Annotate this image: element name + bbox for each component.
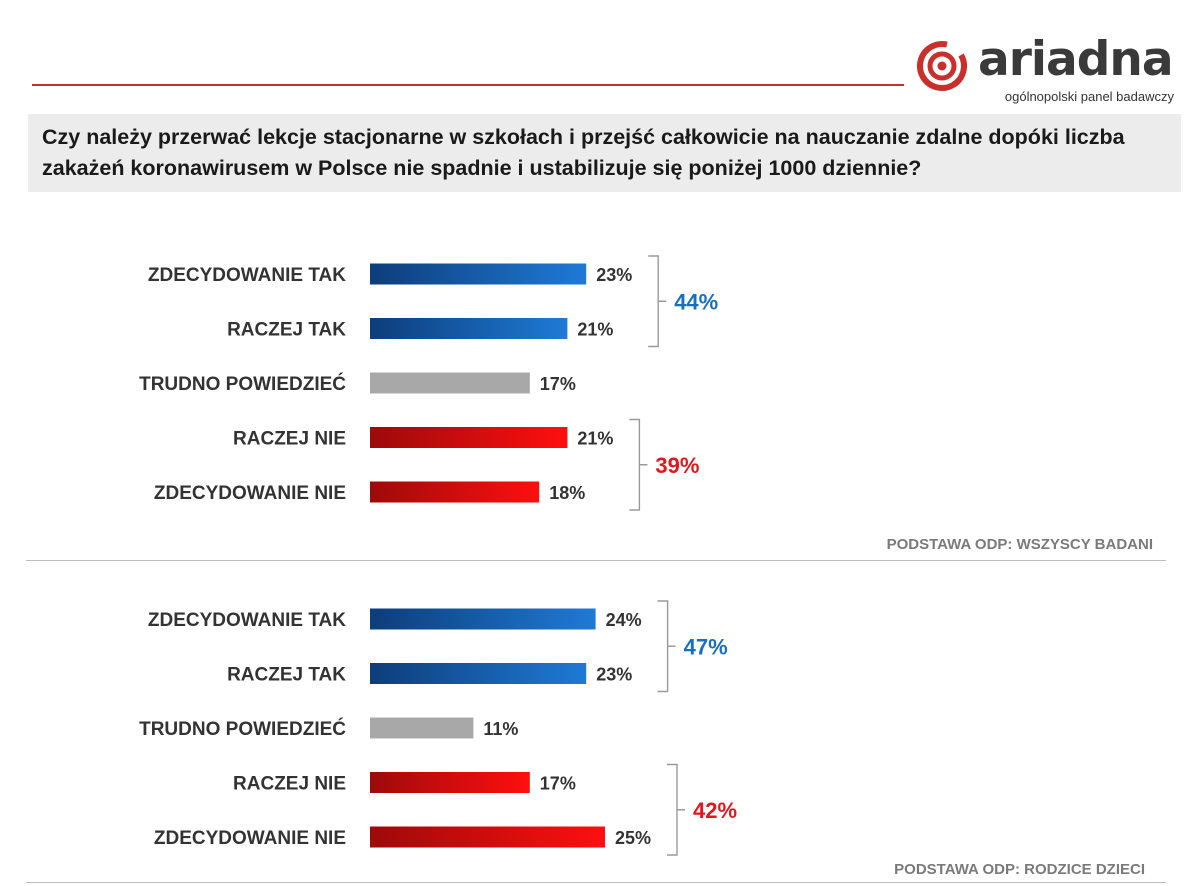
chart-base-note: PODSTAWA ODP: RODZICE DZIECI bbox=[894, 861, 1145, 878]
bar bbox=[370, 372, 530, 394]
category-label: RACZEJ TAK bbox=[227, 665, 346, 686]
data-label: 21% bbox=[577, 429, 613, 449]
data-label: 21% bbox=[577, 320, 613, 340]
bar bbox=[370, 263, 587, 285]
ariadna-logo-icon bbox=[917, 41, 967, 91]
chart-all-respondents: ZDECYDOWANIE TAK 23% RACZEJ TAK 21% TRUDNO P… bbox=[0, 244, 1190, 524]
data-label: 17% bbox=[540, 374, 576, 394]
bar bbox=[370, 663, 587, 684]
survey-question: Czy należy przerwać lekcje stacjonarne w… bbox=[42, 125, 1125, 180]
group-total-label: 42% bbox=[693, 798, 737, 823]
chart-all-respondents-svg: ZDECYDOWANIE TAK 23% RACZEJ TAK 21% TRUDNO P… bbox=[139, 255, 718, 511]
question-box: Czy należy przerwać lekcje stacjonarne w… bbox=[28, 114, 1181, 192]
data-label: 18% bbox=[549, 483, 585, 503]
chart-base-note: PODSTAWA ODP: WSZYSCY BADANI bbox=[886, 536, 1153, 553]
category-label: TRUDNO POWIEDZIEĆ bbox=[139, 373, 346, 395]
category-label: ZDECYDOWANIE NIE bbox=[154, 828, 346, 849]
chart-parents: ZDECYDOWANIE TAK 24% RACZEJ TAK 23% TRUDNO P… bbox=[0, 589, 1190, 869]
category-label: TRUDNO POWIEDZIEĆ bbox=[139, 718, 346, 740]
group-bracket bbox=[667, 763, 685, 856]
category-label: RACZEJ NIE bbox=[233, 429, 346, 450]
group-bracket bbox=[629, 418, 648, 511]
bar bbox=[370, 772, 530, 793]
bar bbox=[370, 318, 568, 339]
logo-wordmark: ariadna bbox=[978, 32, 1174, 87]
data-label: 23% bbox=[596, 665, 632, 685]
category-label: RACZEJ TAK bbox=[227, 320, 346, 341]
bar bbox=[370, 427, 568, 448]
data-label: 25% bbox=[615, 828, 651, 848]
group-total-label: 39% bbox=[655, 453, 699, 478]
bar bbox=[370, 717, 474, 739]
group-total-label: 44% bbox=[674, 289, 718, 314]
group-total-label: 47% bbox=[684, 634, 728, 659]
bar bbox=[370, 481, 540, 503]
category-label: RACZEJ NIE bbox=[233, 774, 346, 795]
category-label: ZDECYDOWANIE NIE bbox=[154, 483, 346, 504]
bar bbox=[370, 608, 596, 630]
footer-rule bbox=[26, 882, 1166, 883]
data-label: 11% bbox=[483, 719, 518, 739]
ariadna-logo: ariadna ogólnopolski panel badawczy bbox=[914, 32, 1180, 108]
data-label: 23% bbox=[596, 265, 632, 285]
header-rule bbox=[32, 84, 904, 86]
group-bracket bbox=[657, 600, 676, 693]
chart-parents-svg: ZDECYDOWANIE TAK 24% RACZEJ TAK 23% TRUDNO P… bbox=[139, 600, 737, 856]
section-divider bbox=[26, 560, 1166, 561]
bar bbox=[370, 826, 605, 848]
data-label: 24% bbox=[606, 610, 642, 630]
data-label: 17% bbox=[540, 774, 576, 794]
category-label: ZDECYDOWANIE TAK bbox=[148, 265, 346, 286]
category-label: ZDECYDOWANIE TAK bbox=[148, 610, 346, 631]
group-bracket bbox=[648, 255, 667, 348]
logo-tagline: ogólnopolski panel badawczy bbox=[1004, 89, 1174, 104]
